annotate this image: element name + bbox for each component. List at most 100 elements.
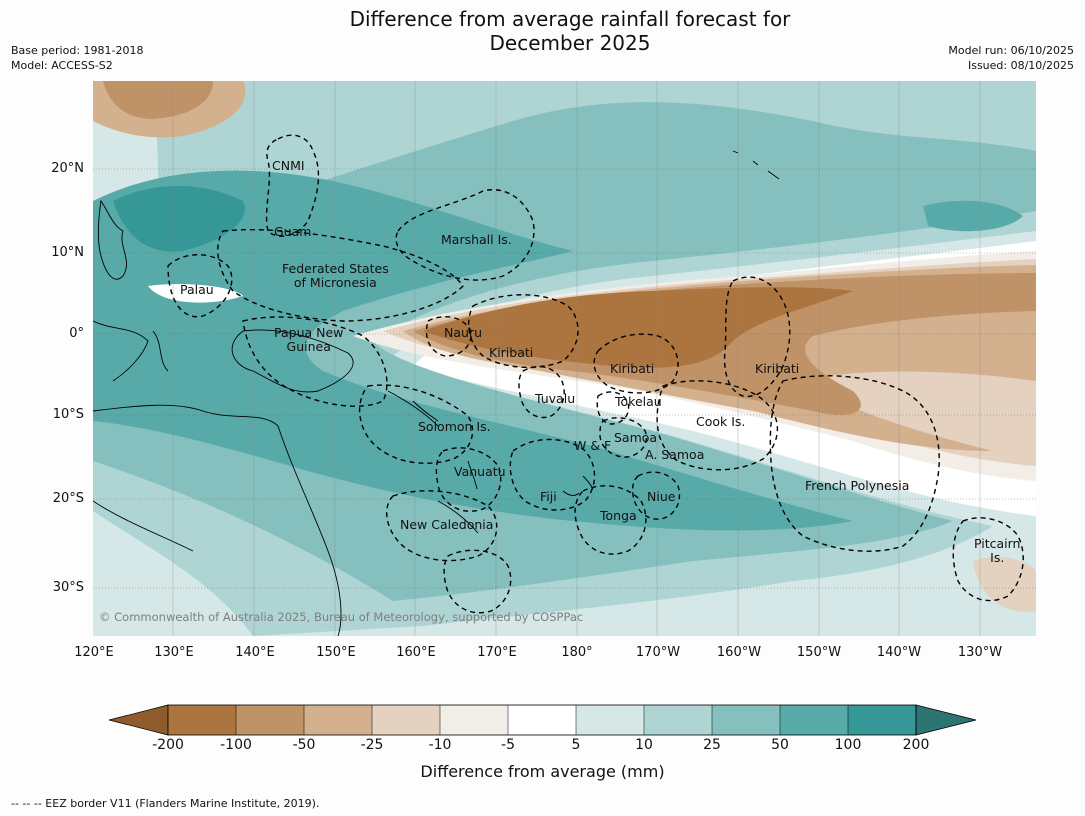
eez-kiribati-west bbox=[467, 294, 579, 369]
label-pitcairn: Pitcairn Is. bbox=[974, 537, 1020, 565]
label-niue: Niue bbox=[647, 489, 676, 504]
copyright-text: © Commonwealth of Australia 2025, Bureau… bbox=[99, 610, 584, 624]
lon-gridlines bbox=[172, 81, 981, 636]
colorbar-segment bbox=[644, 705, 712, 735]
label-png: Papua New Guinea bbox=[274, 326, 343, 354]
eez-niue bbox=[631, 471, 681, 520]
eez-marshall bbox=[395, 189, 535, 281]
wet-band-100-200 bbox=[113, 186, 245, 252]
colorbar-dividers bbox=[235, 705, 849, 735]
label-solomon: Solomon Is. bbox=[418, 419, 491, 434]
lon-label-120e: 120°E bbox=[74, 645, 114, 660]
model-run-text: Model run: 06/10/2025 bbox=[948, 44, 1074, 57]
eez-samoa bbox=[599, 417, 647, 458]
colorbar-segment bbox=[576, 705, 644, 735]
label-american-samoa: A. Samoa bbox=[645, 447, 705, 462]
meta-left: Base period: 1981-2018 Model: ACCESS-S2 bbox=[11, 43, 143, 73]
colorbar bbox=[108, 704, 977, 736]
colorbar-tick: 100 bbox=[834, 737, 862, 753]
lon-label-180: 180° bbox=[561, 645, 593, 660]
colorbar-segment bbox=[236, 705, 304, 735]
wet-spot-east bbox=[923, 200, 1023, 232]
eez-borders bbox=[167, 134, 1024, 614]
label-fsm: Federated States of Micronesia bbox=[282, 262, 389, 290]
colorbar-segment bbox=[780, 705, 848, 735]
label-kiribati-west: Kiribati bbox=[489, 345, 534, 360]
eez-footnote: -- -- -- EEZ border V11 (Flanders Marine… bbox=[11, 797, 320, 810]
label-french-polynesia: French Polynesia bbox=[805, 478, 910, 493]
label-nauru: Nauru bbox=[444, 325, 482, 340]
issued-text: Issued: 08/10/2025 bbox=[967, 59, 1074, 72]
eez-french-polynesia bbox=[769, 375, 940, 552]
label-marshall: Marshall Is. bbox=[441, 232, 512, 247]
lon-label-150e: 150°E bbox=[316, 645, 356, 660]
eez-png bbox=[242, 316, 388, 407]
colorbar-segment bbox=[508, 705, 576, 735]
label-cnmi: CNMI bbox=[272, 158, 305, 173]
dry-patch-southeast bbox=[973, 556, 1036, 612]
eez-kiribati-central bbox=[593, 333, 679, 394]
colorbar-tick: 50 bbox=[771, 737, 789, 753]
borneo-sulawesi-coast bbox=[93, 320, 169, 382]
eez-solomon bbox=[358, 384, 474, 465]
lat-label-30s: 30°S bbox=[52, 580, 84, 595]
colorbar-tick: 25 bbox=[703, 737, 721, 753]
label-kiribati-east: Kiribati bbox=[755, 361, 800, 376]
lon-label-140e: 140°E bbox=[235, 645, 275, 660]
colorbar-arrow-dry bbox=[108, 704, 169, 736]
vanuatu-coast bbox=[467, 460, 478, 490]
hawaii-islands bbox=[732, 150, 780, 180]
label-guam: Guam bbox=[274, 224, 312, 239]
new-caledonia-coast bbox=[437, 500, 479, 534]
label-pitcairn-line2: Is. bbox=[990, 550, 1005, 565]
eez-vanuatu bbox=[435, 447, 502, 512]
label-pitcairn-line1: Pitcairn bbox=[974, 536, 1021, 551]
title-line-1: Difference from average rainfall forecas… bbox=[349, 7, 791, 31]
map-title: Difference from average rainfall forecas… bbox=[0, 7, 1085, 55]
colorbar-tick: -50 bbox=[292, 737, 316, 753]
eez-palau bbox=[167, 254, 233, 318]
label-cook: Cook Is. bbox=[696, 414, 746, 429]
lon-label-170w: 170°W bbox=[635, 645, 681, 660]
label-tuvalu: Tuvalu bbox=[535, 391, 576, 406]
lon-label-130e: 130°E bbox=[154, 645, 194, 660]
lon-label-140w: 140°W bbox=[876, 645, 922, 660]
eez-fsm bbox=[217, 229, 464, 322]
colorbar-segment bbox=[848, 705, 916, 735]
eez-tuvalu bbox=[518, 365, 565, 419]
eez-fiji bbox=[509, 438, 596, 511]
eez-cnmi-guam bbox=[265, 134, 320, 237]
colorbar-tick: 10 bbox=[635, 737, 653, 753]
eez-tokelau bbox=[596, 391, 630, 425]
white-patch-palau bbox=[148, 284, 243, 303]
label-fsm-line1: Federated States bbox=[282, 261, 389, 276]
label-kiribati-central: Kiribati bbox=[610, 361, 655, 376]
label-fsm-line2: of Micronesia bbox=[293, 275, 377, 290]
dry-patch-northwest-inner bbox=[103, 81, 213, 119]
label-fiji: Fiji bbox=[540, 489, 557, 504]
meta-right: Model run: 06/10/2025 Issued: 08/10/2025 bbox=[948, 43, 1074, 73]
eez-kermadec bbox=[443, 549, 512, 614]
australia-coast bbox=[93, 404, 342, 636]
model-text: Model: ACCESS-S2 bbox=[11, 59, 113, 72]
lon-label-170e: 170°E bbox=[477, 645, 517, 660]
rainfall-map bbox=[93, 81, 1036, 636]
colorbar-tick: -100 bbox=[220, 737, 252, 753]
label-samoa: Samoa bbox=[614, 430, 658, 445]
colorbar-tick: -25 bbox=[360, 737, 384, 753]
title-line-2: December 2025 bbox=[489, 31, 651, 55]
lat-label-0: 0° bbox=[69, 326, 84, 341]
lon-label-150w: 150°W bbox=[796, 645, 842, 660]
lon-label-160w: 160°W bbox=[716, 645, 762, 660]
colorbar-tick: -10 bbox=[428, 737, 452, 753]
map-panel bbox=[93, 81, 1036, 636]
label-new-caledonia: New Caledonia bbox=[400, 517, 494, 532]
colorbar-segment bbox=[168, 705, 236, 735]
new-guinea-coast bbox=[231, 329, 354, 393]
label-palau: Palau bbox=[180, 282, 214, 297]
coastlines bbox=[93, 150, 780, 636]
colorbar-tick: -5 bbox=[501, 737, 515, 753]
lat-gridlines bbox=[93, 168, 1036, 589]
colorbar-tick: 5 bbox=[571, 737, 581, 753]
colorbar-arrow-wet bbox=[915, 704, 977, 736]
